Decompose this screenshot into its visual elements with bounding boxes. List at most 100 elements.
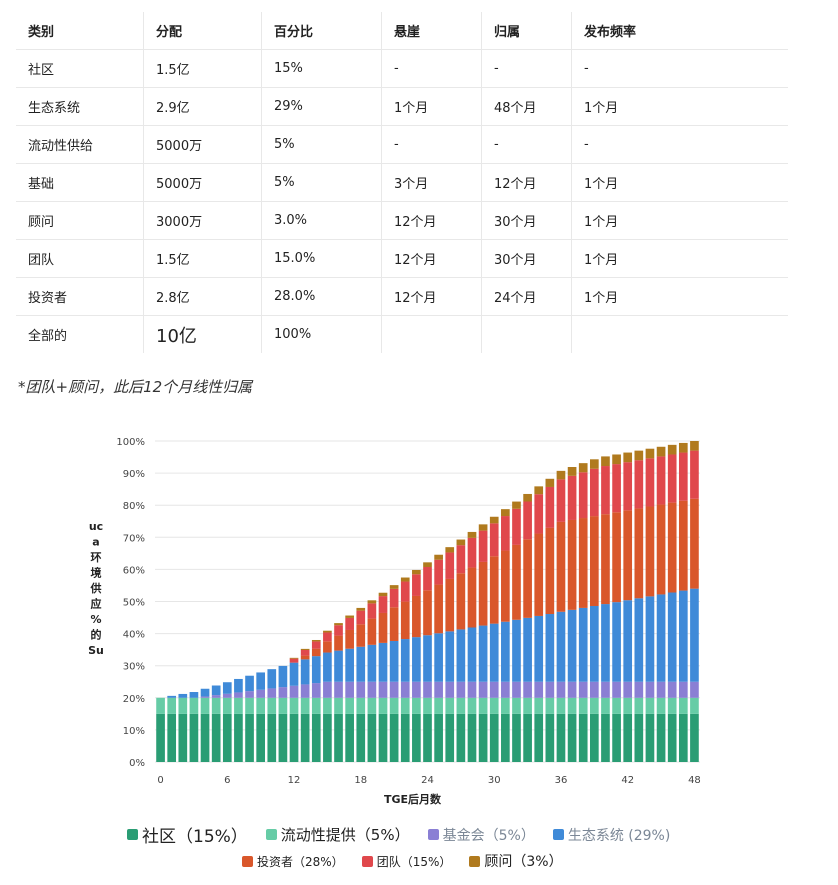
bar-segment-s0-m26 bbox=[445, 713, 455, 762]
col-header-vesting: 归属 bbox=[481, 12, 572, 50]
bar-segment-s0-m10 bbox=[267, 713, 277, 762]
legend-label: 团队（15%） bbox=[376, 854, 452, 869]
bar-segment-s4-m46 bbox=[667, 502, 677, 593]
bar-segment-s5-m21 bbox=[389, 588, 399, 608]
bar-segment-s5-m31 bbox=[501, 516, 510, 551]
bar-segment-s6-m26 bbox=[445, 547, 455, 553]
bar-segment-s3-m18 bbox=[356, 646, 366, 682]
bar-segment-s2-m18 bbox=[356, 681, 366, 698]
bar-segment-s5-m48 bbox=[690, 450, 699, 499]
bar-segment-s0-m21 bbox=[389, 713, 399, 762]
bar-segment-s4-m33 bbox=[523, 539, 532, 618]
bar-segment-s4-m17 bbox=[345, 629, 354, 649]
bar-segment-s4-m40 bbox=[601, 514, 610, 605]
bar-segment-s4-m38 bbox=[578, 518, 588, 608]
cell-frequency: 1个月 bbox=[571, 201, 788, 240]
bar-segment-s2-m23 bbox=[412, 681, 421, 698]
allocation-table: 类别 分配 百分比 悬崖 归属 发布频率 社区 1.5亿 15% - - - 生… bbox=[16, 12, 788, 353]
bar-segment-s1-m38 bbox=[578, 697, 588, 714]
y-tick-label: 20% bbox=[123, 694, 145, 705]
bar-segment-s3-m29 bbox=[478, 625, 488, 682]
legend-item-advisors: 顾问（3%） bbox=[469, 851, 563, 871]
bar-segment-s2-m36 bbox=[556, 681, 566, 698]
bar-segment-s0-m30 bbox=[489, 713, 499, 762]
bar-segment-s4-m34 bbox=[534, 533, 544, 616]
legend-row-1: 社区（15%） 流动性提供（5%） 基金会（5%） 生态系统 (29%) bbox=[127, 822, 688, 847]
cell-category: 全部的 bbox=[28, 329, 68, 344]
bar-segment-s1-m26 bbox=[445, 697, 455, 714]
bar-segment-s6-m35 bbox=[545, 478, 555, 487]
cell-cliff: - bbox=[381, 125, 482, 164]
bar-segment-s0-m25 bbox=[434, 713, 443, 762]
bar-segment-s2-m22 bbox=[400, 681, 410, 698]
x-tick-label: 24 bbox=[421, 775, 434, 786]
y-tick-label: 80% bbox=[123, 501, 145, 512]
cell-cliff: 3个月 bbox=[381, 163, 482, 202]
bar-segment-s5-m37 bbox=[567, 475, 577, 520]
bar-segment-s3-m48 bbox=[690, 588, 699, 682]
bar-segment-s5-m26 bbox=[445, 552, 455, 579]
bar-segment-s3-m25 bbox=[434, 633, 443, 682]
bar-segment-s4-m16 bbox=[334, 635, 343, 651]
cell-category: 团队 bbox=[16, 239, 144, 278]
bar-segment-s1-m6 bbox=[222, 697, 232, 714]
bar-segment-s2-m6 bbox=[222, 693, 232, 698]
bar-segment-s6-m16 bbox=[334, 623, 343, 626]
legend-item-foundation: 基金会（5%） bbox=[427, 825, 535, 845]
bar-segment-s2-m39 bbox=[589, 681, 599, 698]
bar-segment-s2-m20 bbox=[378, 681, 388, 698]
bar-segment-s5-m32 bbox=[512, 508, 521, 545]
bar-segment-s2-m21 bbox=[389, 681, 399, 698]
bar-segment-s5-m19 bbox=[367, 603, 377, 619]
bar-segment-s3-m44 bbox=[645, 596, 655, 682]
cell-cliff: 1个月 bbox=[381, 87, 482, 126]
col-header-category: 类别 bbox=[16, 12, 144, 50]
bar-segment-s6-m18 bbox=[356, 607, 366, 611]
bar-segment-s0-m29 bbox=[478, 713, 488, 762]
bar-segment-s5-m25 bbox=[434, 559, 443, 585]
bar-segment-s2-m14 bbox=[311, 683, 321, 698]
bar-segment-s4-m22 bbox=[400, 601, 410, 640]
bar-segment-s4-m45 bbox=[656, 504, 666, 595]
bar-segment-s6-m42 bbox=[623, 452, 633, 463]
bar-segment-s3-m42 bbox=[623, 600, 633, 682]
x-tick-label: 48 bbox=[688, 775, 701, 786]
bar-segment-s1-m11 bbox=[278, 697, 288, 714]
bar-segment-s6-m29 bbox=[478, 524, 488, 531]
bar-segment-s2-m11 bbox=[278, 687, 288, 698]
cell-frequency: - bbox=[571, 125, 788, 164]
bar-segment-s1-m27 bbox=[456, 697, 466, 714]
bar-segment-s0-m38 bbox=[578, 713, 588, 762]
bar-segment-s0-m43 bbox=[634, 713, 644, 762]
bar-segment-s3-m39 bbox=[589, 605, 599, 682]
bar-segment-s0-m27 bbox=[456, 713, 466, 762]
legend-swatch-investors bbox=[242, 855, 253, 867]
bar-segment-s6-m39 bbox=[589, 459, 599, 469]
cell-percentage: 29% bbox=[261, 87, 382, 126]
bar-segment-s3-m26 bbox=[445, 631, 455, 682]
bar-segment-s3-m32 bbox=[512, 619, 521, 682]
legend-swatch-advisors bbox=[469, 855, 481, 867]
col-header-release-frequency: 发布频率 bbox=[571, 12, 788, 50]
bar-segment-s3-m10 bbox=[267, 669, 277, 689]
bar-segment-s1-m14 bbox=[311, 697, 321, 714]
bar-segment-s5-m30 bbox=[489, 523, 499, 557]
bar-segment-s3-m35 bbox=[545, 614, 555, 682]
bar-segment-s0-m11 bbox=[278, 713, 288, 762]
bar-segment-s0-m2 bbox=[178, 713, 188, 762]
x-tick-label: 36 bbox=[555, 775, 568, 786]
bar-segment-s2-m9 bbox=[256, 689, 266, 698]
table-row: 顾问 3000万 3.0% 12个月 30个月 1个月 bbox=[16, 201, 788, 240]
bar-segment-s1-m39 bbox=[589, 697, 599, 714]
bar-segment-s2-m38 bbox=[578, 681, 588, 698]
bar-segment-s4-m44 bbox=[645, 506, 655, 597]
bar-segment-s1-m1 bbox=[167, 697, 177, 714]
bar-segment-s4-m30 bbox=[489, 556, 499, 624]
bar-segment-s5-m16 bbox=[334, 625, 343, 636]
bar-segment-s5-m46 bbox=[667, 454, 677, 503]
cell-vesting bbox=[481, 315, 572, 353]
bar-segment-s0-m14 bbox=[311, 713, 321, 762]
bar-segment-s5-m17 bbox=[345, 617, 354, 630]
bar-segment-s3-m12 bbox=[289, 662, 299, 686]
bar-segment-s5-m27 bbox=[456, 545, 466, 574]
